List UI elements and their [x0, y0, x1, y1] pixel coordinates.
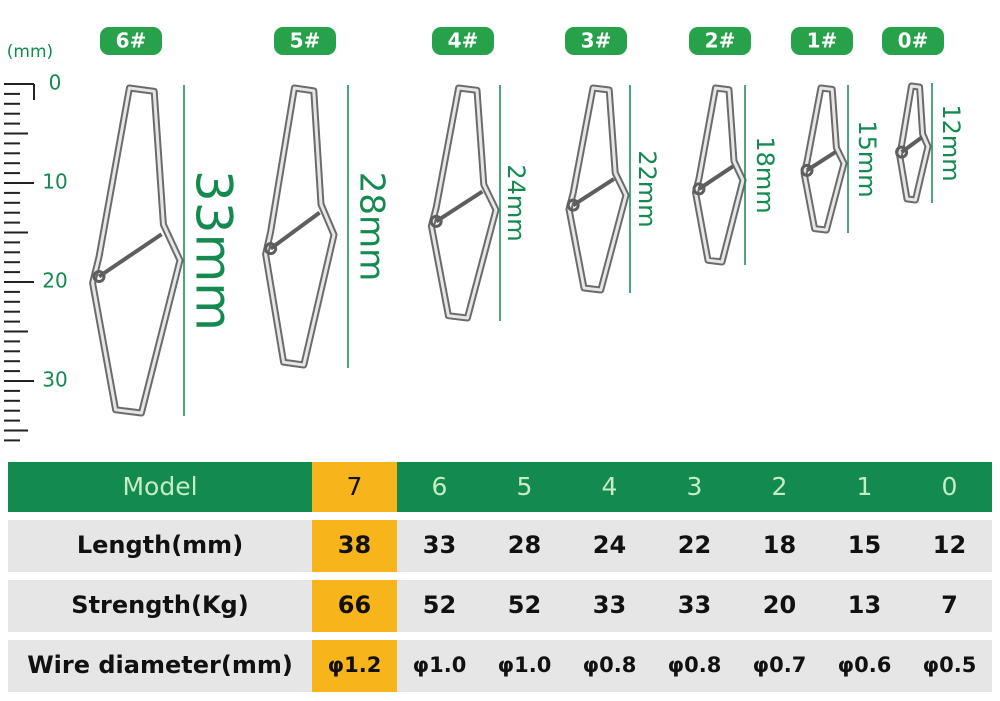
table-header-cell: 0	[942, 472, 958, 501]
table-row-bg	[8, 520, 992, 572]
snap-wire-shine	[264, 86, 336, 367]
table-cell: φ0.8	[668, 653, 722, 677]
snap-wire-shine	[567, 86, 628, 292]
dimension-label: 12mm	[937, 104, 965, 181]
table-cell: 38	[338, 531, 371, 559]
dimension-label: 18mm	[751, 136, 779, 213]
table-cell: 13	[848, 591, 881, 619]
table-header-cell: 2	[772, 472, 788, 501]
snap-bar	[697, 164, 735, 191]
size-badge-text: 1#	[807, 29, 838, 53]
highlight-cell	[312, 462, 397, 512]
size-badge	[791, 27, 853, 55]
table-header-bg	[8, 462, 992, 512]
table-cell: φ1.0	[413, 653, 467, 677]
table-cell: 52	[423, 591, 456, 619]
size-badge	[689, 27, 751, 55]
ruler-label: 10	[42, 170, 67, 194]
table-cell: φ0.6	[838, 653, 892, 677]
table-cell: Length(mm)	[77, 531, 243, 559]
highlight-cell	[312, 580, 397, 632]
table-cell: 12	[933, 531, 966, 559]
table-cell: φ1.2	[328, 653, 382, 677]
unit-label: (mm)	[7, 42, 53, 62]
snap-bar	[572, 177, 616, 207]
snap-eye	[800, 163, 814, 177]
snap-bar	[269, 211, 321, 251]
table-cell: Wire diameter(mm)	[27, 651, 293, 679]
snap-eye	[264, 242, 278, 256]
table-cell: 22	[678, 531, 711, 559]
table-cell: Strength(Kg)	[71, 591, 248, 619]
snap-eye	[566, 198, 580, 212]
snap-group: 5# 28mm	[262, 27, 392, 369]
table-cell: 15	[848, 531, 881, 559]
snap-group: 2# 18mm	[689, 27, 779, 266]
table-header-cell: 5	[517, 472, 533, 501]
table-header-cell: 6	[432, 472, 448, 501]
size-badge-text: 5#	[290, 29, 321, 53]
table-cell: φ0.8	[583, 653, 637, 677]
table-header-cell: 7	[347, 472, 363, 501]
snap-eye	[895, 145, 909, 159]
snap-eye	[429, 214, 443, 228]
size-badge-text: 6#	[116, 29, 147, 53]
highlight-cell	[312, 640, 397, 692]
table-cell: 28	[508, 531, 541, 559]
dimension-label: 22mm	[633, 150, 661, 227]
table-row-bg	[8, 580, 992, 632]
snap-group: 3# 22mm	[565, 27, 661, 294]
table-cell: φ1.0	[498, 653, 552, 677]
dimension-label: 28mm	[352, 172, 392, 282]
ruler-label: 0	[49, 71, 62, 95]
ruler-label: 20	[42, 269, 67, 293]
table-header-cell: 1	[857, 472, 873, 501]
table-cell: 33	[593, 591, 626, 619]
table-cell: 24	[593, 531, 626, 559]
table-cell: 33	[678, 591, 711, 619]
table-header-cell: 4	[602, 472, 618, 501]
table-cell: φ0.5	[923, 653, 977, 677]
size-badge-text: 3#	[581, 29, 612, 53]
size-badge	[565, 27, 627, 55]
size-badge	[274, 27, 336, 55]
snap-group: 6# 33mm	[89, 27, 243, 417]
highlight-cell	[312, 520, 397, 572]
table-cell: 7	[941, 591, 958, 619]
size-badge-text: 4#	[448, 29, 479, 53]
snap-group: 1# 15mm	[791, 27, 881, 234]
snap-group: 0# 12mm	[882, 27, 965, 204]
table-header-cell: 3	[687, 472, 703, 501]
snap-group: 4# 24mm	[427, 27, 530, 322]
snap-eye	[692, 182, 706, 196]
size-badge-text: 2#	[705, 29, 736, 53]
size-badge	[882, 27, 944, 55]
dimension-label: 15mm	[853, 120, 881, 197]
size-badge-text: 0#	[898, 29, 929, 53]
table-cell: 52	[508, 591, 541, 619]
size-badge	[432, 27, 494, 55]
snap-wire-shine	[91, 86, 182, 415]
table-cell: 66	[338, 591, 371, 619]
spec-table: Model 7 6 5 4 3 2 1 0 Length(mm) 38 33 28 24 22 18 15 12 S…	[8, 462, 992, 692]
table-cell: 33	[423, 531, 456, 559]
snap-bar	[435, 189, 484, 224]
table-cell: φ0.7	[753, 653, 807, 677]
table-header-cell: Model	[122, 472, 197, 501]
snap-wire-shine	[429, 86, 498, 320]
ruler-label: 30	[42, 368, 67, 392]
table-cell: 20	[763, 591, 796, 619]
table-row-bg	[8, 640, 992, 692]
dimension-label: 33mm	[185, 170, 243, 331]
table-cell: 18	[763, 531, 796, 559]
snap-bar	[97, 232, 163, 279]
size-badge	[100, 27, 162, 55]
dimension-label: 24mm	[502, 164, 530, 241]
snap-eye	[92, 270, 106, 283]
